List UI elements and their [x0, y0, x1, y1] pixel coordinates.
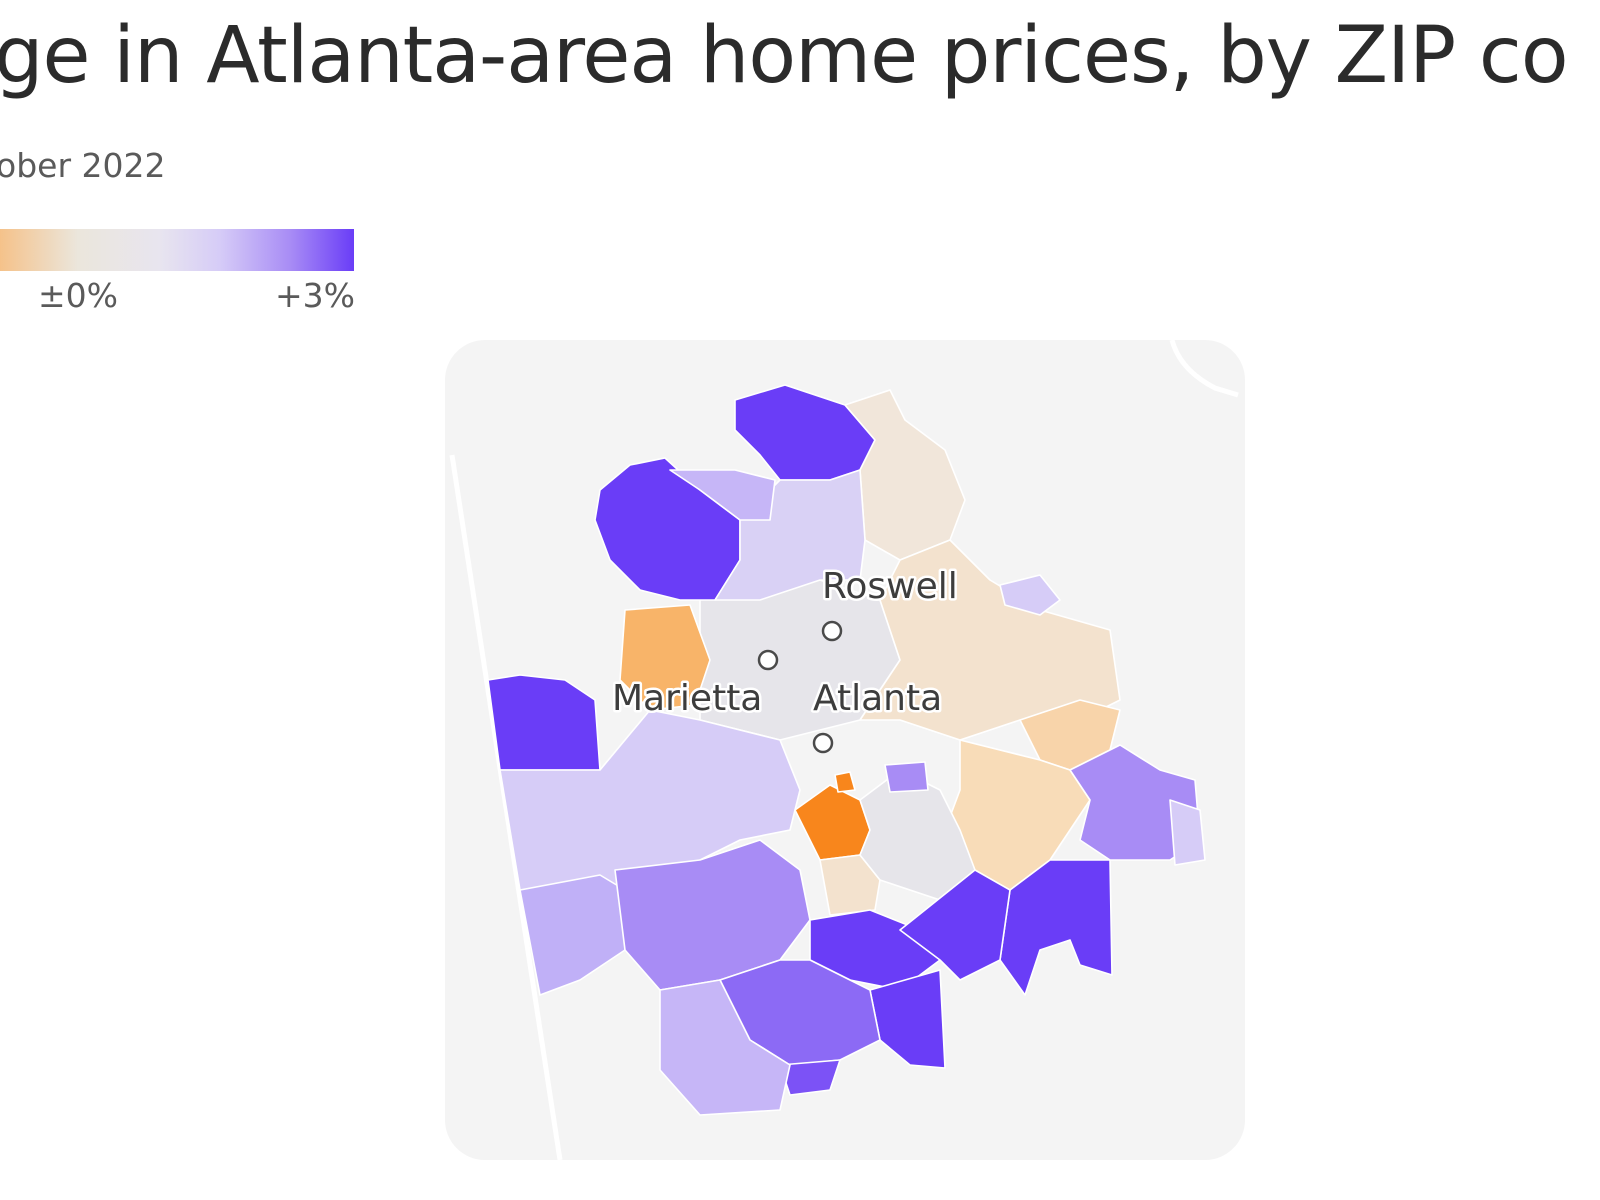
marietta-marker	[757, 649, 779, 671]
atlanta-marker	[812, 732, 834, 754]
zip-region-east-edge-light[interactable]	[1169, 799, 1206, 866]
zip-region-west-orange[interactable]	[619, 604, 711, 711]
zip-region-south-strong-2[interactable]	[899, 869, 1011, 981]
roswell-marker	[821, 620, 843, 642]
zip-region-south-light[interactable]	[659, 979, 791, 1116]
chart-title: ge in Atlanta-area home prices, by ZIP c…	[0, 11, 1569, 101]
zip-region-north-light-2[interactable]	[669, 469, 776, 521]
chart-subtitle: ober 2022	[0, 146, 166, 185]
roswell-label: Roswell	[822, 566, 958, 607]
atlanta-label: Atlanta	[813, 678, 942, 719]
zip-region-south-medium[interactable]	[614, 839, 811, 991]
state-border-northeast	[1169, 339, 1239, 398]
legend-tick-zero: ±0%	[38, 276, 119, 315]
legend-tick-plus3: +3%	[275, 276, 356, 315]
marietta-label: Marietta	[612, 678, 762, 719]
zip-regions	[487, 384, 1206, 1116]
zip-region-center-purple[interactable]	[884, 761, 929, 793]
zip-region-center-beige[interactable]	[819, 854, 881, 916]
zip-region-center-small-orange[interactable]	[834, 771, 856, 793]
zip-region-north-light[interactable]	[714, 469, 866, 601]
legend-color-scale	[0, 229, 354, 271]
zip-region-south-medium-3[interactable]	[779, 1059, 841, 1096]
zip-region-southeast-strong[interactable]	[999, 859, 1113, 996]
zip-region-northeast-light[interactable]	[999, 574, 1061, 616]
